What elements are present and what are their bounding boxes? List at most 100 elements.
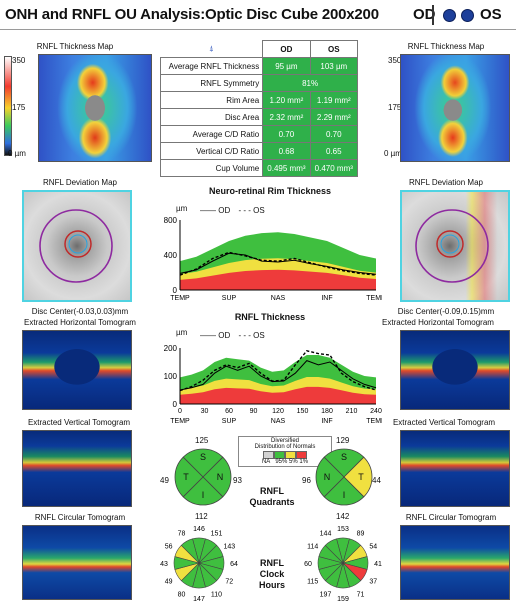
- x-tick-label: TEMP: [366, 295, 382, 302]
- clock-hour-value: 89: [357, 531, 365, 538]
- row-label: Average C/D Ratio: [159, 125, 264, 143]
- swatch-yellow: [285, 451, 296, 459]
- clock-hour-value: 147: [193, 596, 205, 603]
- right-rnfl-thickness-map: [400, 54, 510, 162]
- clock-hour-value: 110: [211, 591, 222, 598]
- clock-hour-segment: [324, 538, 344, 565]
- table-row: Disc Area 2.32 mm² 2.29 mm²: [159, 108, 359, 126]
- swatch-na: [263, 451, 274, 459]
- row-label: Vertical C/D Ratio: [159, 142, 264, 160]
- abnormal-band-area: [180, 386, 376, 404]
- clock-hour-value: 71: [357, 591, 365, 598]
- row-os-value: 1.19 mm²: [309, 91, 359, 109]
- rnfl-thickness-chart: 200 100 00 30 60 90 120 150 180 210 240 TEMP SUP NAS I…: [164, 344, 382, 425]
- clock-hour-value: 144: [320, 531, 332, 538]
- table-row: RNFL Symmetry 81%: [159, 74, 358, 92]
- os-label: OS: [480, 6, 502, 23]
- right-horizontal-title: Extracted Horizontal Tomogram: [382, 318, 494, 327]
- right-deviation-title: RNFL Deviation Map: [409, 178, 483, 187]
- quadrant-label: S: [341, 452, 347, 462]
- table-corner-icon: ⍋: [208, 43, 214, 53]
- legend-item: NA: [261, 459, 271, 465]
- normal-distribution-legend: Diversified Distribution of Normals NA 9…: [238, 436, 332, 467]
- quadrant-label: N: [324, 472, 331, 482]
- row-od-value: 1.20 mm²: [262, 91, 311, 109]
- os-quad-bottom: 142: [336, 512, 350, 521]
- row-os-value: 0.65: [309, 142, 359, 160]
- left-scale-bottom: 0 µm: [8, 149, 26, 158]
- right-circular-title: RNFL Circular Tomogram: [405, 513, 497, 522]
- table-row: Vertical C/D Ratio 0.68 0.65: [159, 142, 359, 160]
- clock-hour-value: 78: [178, 531, 186, 538]
- quadrant-segment: [323, 476, 365, 506]
- table-header-row: ⍋ OD OS: [161, 40, 359, 58]
- clock-hour-value: 115: [307, 579, 318, 586]
- right-circular-tomogram: [400, 525, 510, 600]
- left-scale-top: 350: [12, 56, 26, 65]
- quadrant-segment: [315, 456, 345, 498]
- right-vertical-title: Extracted Vertical Tomogram: [392, 418, 496, 427]
- rnfl-chart-title: RNFL Thickness: [234, 312, 306, 322]
- right-deviation-overlay: [415, 209, 489, 283]
- quadrant-segment: [323, 448, 365, 478]
- y-tick-label: 400: [164, 251, 178, 260]
- x-region-label: SUP: [222, 418, 237, 425]
- clock-hour-value: 197: [320, 591, 332, 598]
- x-tick-label: TEMP: [170, 295, 190, 302]
- quadrants-label-a: RNFL: [260, 486, 284, 496]
- clock-hour-segment: [180, 538, 200, 565]
- x-tick-label: 210: [346, 408, 358, 415]
- x-tick-label: 120: [272, 408, 284, 415]
- quadrant-segment: [343, 456, 373, 498]
- legend-od-line-icon: ——: [200, 331, 216, 340]
- quadrant-label: S: [200, 452, 206, 462]
- report-title: ONH and RNFL OU Analysis:Optic Disc Cube…: [5, 6, 379, 23]
- x-tick-label: 30: [201, 408, 209, 415]
- row-od-value: 2.32 mm²: [262, 108, 311, 126]
- series-line-os: [179, 251, 377, 276]
- table-row: Average RNFL Thickness 95 µm 103 µm: [159, 57, 359, 75]
- quadrants-label: RNFL Quadrants: [247, 486, 297, 508]
- left-deviation-overlay: [39, 209, 113, 283]
- quadrant-segment: [202, 456, 232, 498]
- x-tick-label: INF: [321, 295, 332, 302]
- quadrant-segment: [182, 448, 224, 478]
- x-region-label: INF: [321, 418, 332, 425]
- left-rnfl-deviation-map: [22, 190, 132, 302]
- metrics-table: ⍋ OD OS Average RNFL Thickness 95 µm 103…: [159, 40, 359, 177]
- clock-label-b: Clock: [259, 569, 285, 579]
- clock-hours-label: RNFL Clock Hours: [247, 558, 297, 591]
- clock-hour-value: 114: [307, 544, 318, 551]
- quadrant-segment: [182, 476, 224, 506]
- od-quad-left: 49: [160, 476, 169, 485]
- legend-od: OD: [218, 206, 231, 215]
- table-head-od: OD: [262, 40, 311, 58]
- row-symmetry-value: 81%: [262, 74, 358, 92]
- row-os-value: 0.470 mm³: [309, 159, 359, 177]
- legend-od: OD: [218, 331, 231, 340]
- row-label: Rim Area: [159, 91, 264, 109]
- swatch-green: [274, 451, 285, 459]
- clock-hour-value: 159: [337, 596, 349, 603]
- clock-hour-value: 60: [304, 561, 312, 568]
- x-tick-label: NAS: [271, 295, 286, 302]
- swatch-red: [296, 451, 307, 459]
- legend-os-line-icon: - - -: [238, 206, 251, 215]
- x-region-label: NAS: [271, 418, 286, 425]
- clock-hour-value: 64: [230, 561, 238, 568]
- rnfl-chart-legend: —— OD - - - OS: [200, 331, 265, 340]
- left-horizontal-title: Extracted Horizontal Tomogram: [24, 318, 136, 327]
- x-tick-label: 60: [225, 408, 233, 415]
- right-scale-mid: 175: [388, 103, 402, 112]
- table-row: Average C/D Ratio 0.70 0.70: [159, 125, 359, 143]
- x-region-label: TEMP: [170, 418, 190, 425]
- row-os-value: 2.29 mm²: [309, 108, 359, 126]
- quadrant-label: N: [217, 472, 224, 482]
- abnormal-band-area: [180, 269, 376, 290]
- clock-hour-value: 151: [211, 531, 223, 538]
- row-od-value: 95 µm: [262, 57, 311, 75]
- left-circular-title: RNFL Circular Tomogram: [34, 513, 126, 522]
- row-od-value: 0.70: [262, 125, 311, 143]
- left-scale-mid: 175: [12, 103, 26, 112]
